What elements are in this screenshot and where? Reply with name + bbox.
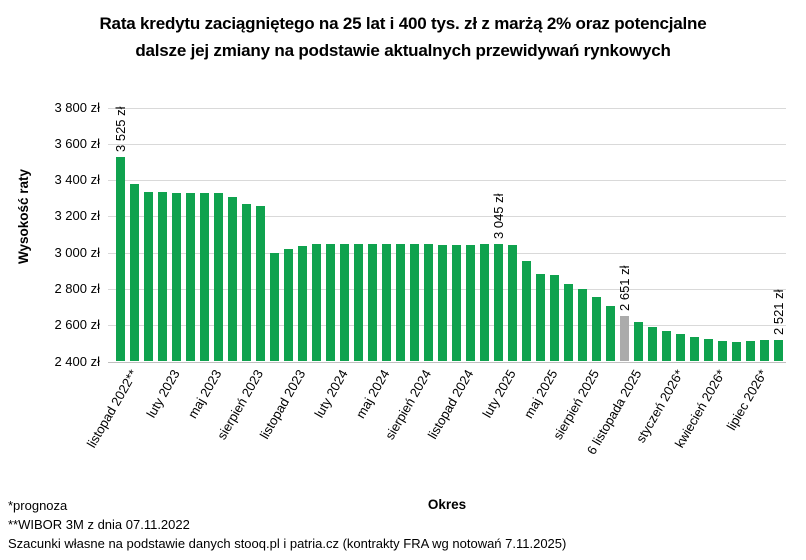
bar	[200, 192, 209, 362]
y-gridline	[108, 288, 786, 290]
x-tick-label: maj 2023	[184, 367, 225, 421]
bar	[494, 244, 503, 362]
bar	[410, 243, 419, 362]
y-tick-label: 3 800 zł	[54, 99, 100, 115]
bar	[508, 244, 517, 362]
bar	[186, 192, 195, 362]
bar	[382, 243, 391, 362]
bar	[480, 244, 489, 362]
x-tick-label: listopad 2024	[424, 367, 477, 442]
bar-highlighted	[620, 315, 629, 362]
bar	[396, 243, 405, 362]
bar	[704, 338, 713, 362]
bar	[536, 273, 545, 362]
bar	[662, 330, 671, 362]
bar	[676, 334, 685, 362]
bar	[648, 327, 657, 362]
y-gridline	[108, 179, 786, 181]
bar	[606, 305, 615, 362]
y-gridline	[108, 107, 786, 109]
bar	[578, 288, 587, 362]
x-axis-line	[108, 361, 786, 363]
bar	[326, 243, 335, 362]
x-axis-title: Okres	[427, 497, 467, 512]
bar	[312, 244, 321, 362]
bar-value-label: 3 045 zł	[490, 193, 506, 240]
bar	[550, 275, 559, 362]
x-tick-label: lipiec 2026*	[723, 367, 771, 433]
footnote-prognoza: *prognoza	[8, 498, 68, 513]
y-gridline	[108, 324, 786, 326]
y-gridline	[108, 252, 786, 254]
y-gridline	[108, 143, 786, 145]
bar	[354, 244, 363, 362]
bar	[592, 297, 601, 362]
bar	[746, 341, 755, 362]
footnote-source: Szacunki własne na podstawie danych stoo…	[8, 536, 567, 551]
bar	[116, 157, 125, 362]
bar	[242, 204, 251, 362]
y-tick-label: 3 600 zł	[54, 135, 100, 151]
chart-title: Rata kredytu zaciągniętego na 25 lat i 4…	[0, 10, 806, 64]
bar	[368, 243, 377, 362]
chart-title-line-2: dalsze jej zmiany na podstawie aktualnyc…	[135, 41, 671, 60]
x-tick-label: luty 2023	[143, 367, 183, 421]
y-gridline	[108, 215, 786, 217]
bar	[130, 183, 139, 362]
bar-value-label: 3 525 zł	[112, 106, 128, 153]
bar	[144, 191, 153, 362]
y-tick-label: 2 400 zł	[54, 353, 100, 369]
bar	[732, 342, 741, 362]
bar	[158, 192, 167, 362]
y-tick-label: 3 400 zł	[54, 172, 100, 188]
x-tick-label: luty 2025	[479, 367, 519, 421]
bar	[228, 196, 237, 362]
bar	[172, 192, 181, 362]
bar	[340, 243, 349, 362]
bar-value-label: 2 651 zł	[616, 265, 632, 311]
x-tick-label: luty 2024	[311, 367, 351, 421]
x-tick-label: listopad 2022**	[83, 367, 141, 451]
bar	[634, 322, 643, 362]
footnote-wibor: **WIBOR 3M z dnia 07.11.2022	[8, 517, 190, 532]
y-tick-label: 3 000 zł	[54, 244, 100, 260]
chart-title-line-1: Rata kredytu zaciągniętego na 25 lat i 4…	[99, 14, 707, 33]
y-tick-label: 2 800 zł	[54, 280, 100, 296]
bar	[270, 252, 279, 362]
bar	[424, 244, 433, 362]
bar	[690, 336, 699, 362]
bar	[214, 192, 223, 362]
bar	[774, 339, 783, 362]
bar	[466, 244, 475, 362]
bar	[298, 245, 307, 362]
bar	[452, 245, 461, 362]
x-tick-label: listopad 2023	[256, 367, 309, 442]
y-tick-label: 3 200 zł	[54, 208, 100, 224]
bar	[256, 206, 265, 362]
bar	[760, 340, 769, 362]
y-tick-label: 2 600 zł	[54, 317, 100, 333]
bar	[284, 248, 293, 362]
bar	[522, 260, 531, 362]
x-tick-label: maj 2024	[352, 367, 393, 421]
bar-value-label: 2 521 zł	[770, 289, 786, 335]
bar	[564, 284, 573, 362]
bar	[438, 244, 447, 362]
bar	[718, 340, 727, 362]
x-tick-label: maj 2025	[520, 367, 561, 421]
